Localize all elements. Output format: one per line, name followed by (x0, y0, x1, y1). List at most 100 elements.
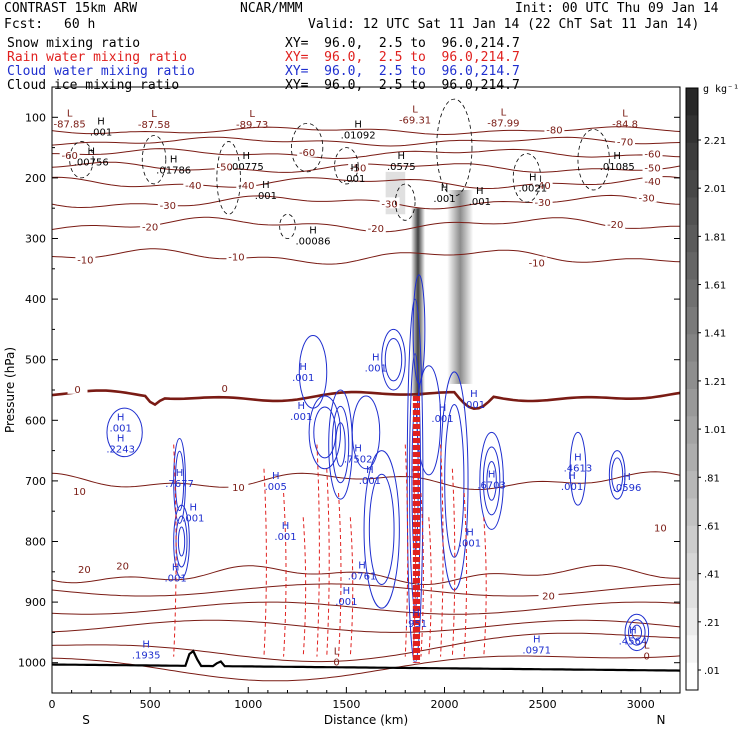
y-tick-label: 400 (25, 293, 46, 306)
x-tick-label: 2500 (529, 698, 557, 711)
cloud-water-contour (624, 613, 650, 652)
extremum-value: .0761 (348, 572, 377, 583)
snow-contour (436, 98, 473, 197)
extremum-value: .4564 (619, 636, 648, 647)
extremum-marker: L (151, 109, 157, 120)
temperature-contour-label: 10 (73, 487, 86, 498)
extremum-value: .001 (292, 373, 314, 384)
x-tick-label: 1000 (234, 698, 262, 711)
colorbar-segment (686, 361, 698, 390)
terrain-line (52, 649, 680, 672)
colorbar-segment (686, 224, 698, 253)
colorbar-segment (686, 580, 698, 609)
contour-label-bg (140, 220, 161, 232)
temperature-contour-label: -10 (77, 256, 93, 267)
rain-water-contour (302, 517, 307, 657)
cloud-water-contour (173, 437, 186, 524)
colorbar-segment (686, 525, 698, 554)
temperature-contour-label: -30 (160, 201, 176, 212)
extremum-marker: H (117, 433, 125, 444)
extremum-marker: L (412, 104, 418, 115)
colorbar-segment (686, 306, 698, 335)
cloud-water-contour (444, 404, 465, 558)
extremum-value: .0596 (613, 483, 642, 494)
extremum-marker: H (470, 389, 478, 400)
contour-label-bg (615, 135, 636, 147)
legend-snow: Snow mixing ratio (7, 36, 141, 51)
extremum-value: .001 (182, 513, 204, 524)
y-axis-label: Pressure (hPa) (3, 347, 17, 433)
rain-water-contour (483, 517, 487, 657)
extremum-marker: H (272, 471, 280, 482)
contour-label-bg (59, 148, 80, 160)
y-tick-label: 100 (25, 111, 46, 124)
extremum-value: .001 (359, 476, 381, 487)
snow-contour (395, 183, 416, 221)
snow-contour (69, 141, 94, 179)
x-tick-label: 2000 (431, 698, 459, 711)
temperature-contour (52, 148, 680, 160)
temperature-contour-label: -50 (217, 162, 233, 173)
legend-cloud-water-xy: XY= 96.0, 2.5 to 96.0,214.7 (285, 64, 520, 79)
extremum-value: .4613 (564, 464, 593, 475)
legend-cloud-water: Cloud water mixing ratio (7, 64, 195, 79)
y-tick-label: 1000 (18, 657, 46, 670)
temperature-contour (52, 632, 680, 663)
fcst-label: Fcst: (4, 17, 44, 32)
temperature-contour (52, 655, 680, 682)
temperature-contour (52, 248, 680, 265)
colorbar-segment (686, 142, 698, 171)
extremum-marker: H (97, 116, 105, 127)
temperature-contour-label: 0 (222, 384, 228, 395)
cloud-water-contour (351, 395, 381, 470)
temperature-contour-label: -30 (381, 199, 397, 210)
contour-label-bg (365, 222, 386, 234)
extremum-marker: H (190, 502, 198, 513)
cloud-water-contour (106, 407, 143, 458)
x-axis-label: Distance (km) (324, 713, 408, 727)
extremum-value: .7677 (165, 479, 194, 490)
temperature-contour-label: -40 (534, 181, 550, 192)
extremum-marker: H (466, 527, 474, 538)
contour-label-bg (532, 179, 553, 191)
extremum-marker: H (354, 119, 362, 130)
contour-label-bg (228, 480, 249, 492)
cloud-water-contour (381, 328, 406, 391)
temperature-contour (52, 471, 680, 491)
x-end-label-north: N (657, 713, 666, 727)
colorbar-segment (686, 279, 698, 308)
extremum-value: .01786 (156, 166, 191, 177)
colorbar-tick-label: .01 (704, 666, 720, 677)
extremum-value: .00756 (74, 158, 109, 169)
extremum-value: .001 (335, 597, 357, 608)
x-tick-label: 500 (140, 698, 161, 711)
temperature-contour-label: -30 (638, 193, 654, 204)
extremum-value: .001 (110, 424, 132, 435)
cloud-water-contour (608, 450, 626, 500)
cloud-water-contour (611, 457, 624, 493)
contour-label-bg (526, 256, 547, 268)
cloud-water-contour (313, 406, 337, 459)
cloud-water-contour (628, 619, 646, 646)
snow-contour (512, 153, 542, 203)
temperature-contour-label: 20 (78, 565, 91, 576)
extremum-value: .001 (290, 412, 312, 423)
extremum-value: .001 (469, 197, 491, 208)
extremum-value: -89.73 (236, 120, 268, 131)
cloud-water-contour (173, 504, 190, 579)
extremum-value: -87.85 (54, 120, 86, 131)
snow-contour (291, 122, 324, 173)
rain-water-contour (173, 444, 177, 657)
rain-water-contour (263, 468, 267, 657)
cloud-water-contour (328, 389, 353, 500)
extremum-marker: H (262, 180, 270, 191)
extremum-marker: L (644, 641, 650, 652)
colorbar-tick-label: .41 (704, 570, 720, 581)
extremum-value: .001 (274, 532, 296, 543)
colorbar-segment (686, 471, 698, 499)
temperature-contour-label: -40 (185, 181, 201, 192)
extremum-value: .1935 (132, 650, 161, 661)
legend-rain-xy: XY= 96.0, 2.5 to 96.0,214.7 (285, 50, 520, 65)
colorbar-tick-label: .21 (704, 618, 720, 629)
